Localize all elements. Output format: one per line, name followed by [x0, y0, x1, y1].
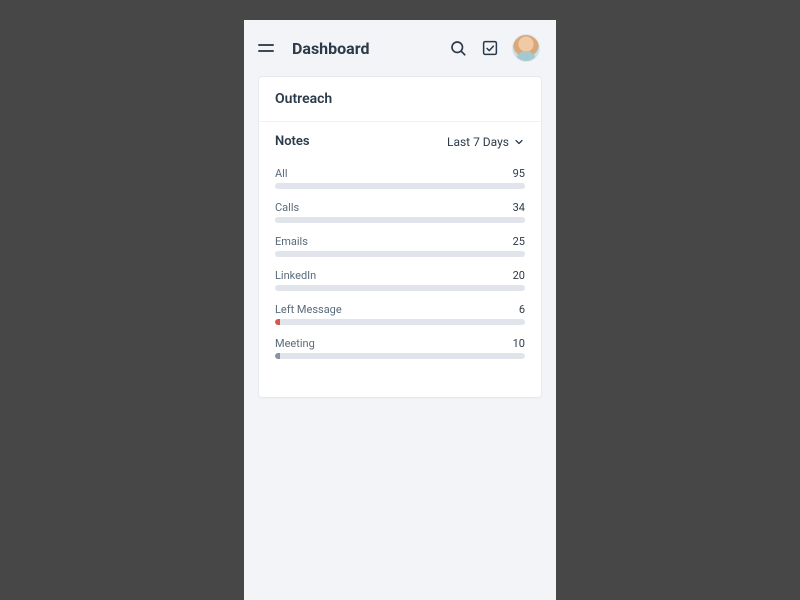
menu-icon[interactable]: [258, 38, 278, 58]
metric-bar-fill: [275, 217, 525, 223]
metric-row: Emails 25: [275, 235, 525, 257]
card-subheader: Notes Last 7 Days: [275, 134, 525, 149]
metric-row-top: LinkedIn 20: [275, 269, 525, 282]
app-header: Dashboard: [244, 20, 556, 76]
outreach-card: Outreach Notes Last 7 Days All 95 Calls 34 E…: [258, 76, 542, 398]
metric-row-top: Calls 34: [275, 201, 525, 214]
metric-bar: [275, 183, 525, 189]
metric-row: Calls 34: [275, 201, 525, 223]
metric-row-top: Left Message 6: [275, 303, 525, 316]
page-title: Dashboard: [292, 39, 434, 58]
metric-bar-fill: [275, 251, 525, 257]
metric-row: All 95: [275, 167, 525, 189]
metric-row-top: All 95: [275, 167, 525, 180]
metric-bar-fill: [275, 353, 280, 359]
chevron-down-icon: [513, 136, 525, 148]
card-body: Notes Last 7 Days All 95 Calls 34 Emails 25 Li…: [259, 122, 541, 397]
metric-label: Emails: [275, 235, 308, 248]
metric-label: Left Message: [275, 303, 342, 316]
search-icon[interactable]: [448, 38, 468, 58]
metric-row: Left Message 6: [275, 303, 525, 325]
metric-row: Meeting 10: [275, 337, 525, 359]
section-label: Notes: [275, 134, 310, 149]
filter-label: Last 7 Days: [447, 135, 509, 149]
metric-bar-fill: [275, 285, 525, 291]
metric-row: LinkedIn 20: [275, 269, 525, 291]
metric-value: 25: [513, 235, 525, 248]
metric-bar-fill: [275, 183, 525, 189]
metric-row-top: Emails 25: [275, 235, 525, 248]
date-range-filter[interactable]: Last 7 Days: [447, 135, 525, 149]
metric-label: Meeting: [275, 337, 315, 350]
app-frame: Dashboard Outreach Notes: [244, 20, 556, 600]
avatar[interactable]: [512, 34, 540, 62]
metric-bar: [275, 251, 525, 257]
metric-bar: [275, 285, 525, 291]
metric-bar-fill: [275, 319, 280, 325]
metric-row-top: Meeting 10: [275, 337, 525, 350]
metric-bar: [275, 319, 525, 325]
metric-label: Calls: [275, 201, 299, 214]
card-title: Outreach: [259, 77, 541, 122]
metric-bar: [275, 353, 525, 359]
metric-value: 10: [513, 337, 525, 350]
metric-bar: [275, 217, 525, 223]
metric-value: 20: [513, 269, 525, 282]
metric-value: 95: [513, 167, 525, 180]
header-actions: [448, 34, 540, 62]
metric-label: LinkedIn: [275, 269, 316, 282]
checkbox-icon[interactable]: [480, 38, 500, 58]
metrics-list: All 95 Calls 34 Emails 25 LinkedIn 20 Left Messa…: [275, 167, 525, 359]
metric-value: 6: [519, 303, 525, 316]
metric-value: 34: [513, 201, 525, 214]
metric-label: All: [275, 167, 288, 180]
